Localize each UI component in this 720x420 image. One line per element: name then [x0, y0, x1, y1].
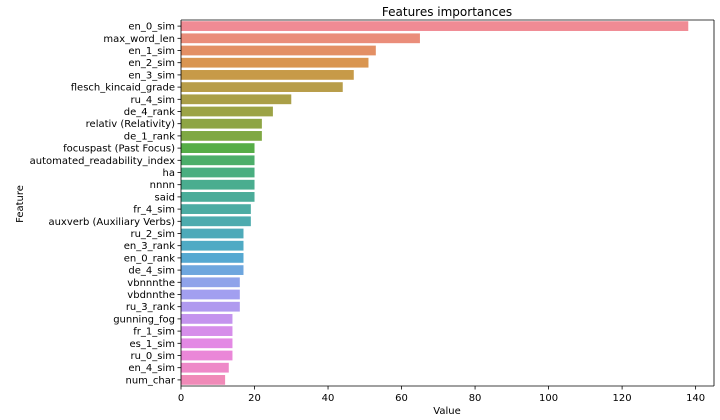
x-tick-label-0: 0	[178, 393, 184, 404]
y-tick-label-16: auxverb (Auxiliary Verbs)	[48, 217, 175, 228]
bar-25	[181, 326, 233, 336]
y-tick-label-14: said	[155, 192, 175, 203]
y-tick-label-6: ru_4_sim	[130, 95, 175, 106]
bar-6	[181, 94, 292, 105]
x-tick-label-5: 100	[539, 393, 558, 404]
bar-11	[181, 155, 255, 166]
bar-24	[181, 314, 233, 324]
y-tick-label-28: en_4_sim	[128, 363, 175, 374]
bar-1	[181, 33, 420, 44]
y-tick-label-0: en_0_sim	[128, 22, 175, 33]
bar-19	[181, 253, 244, 263]
y-tick-label-18: en_3_rank	[124, 241, 175, 252]
bar-21	[181, 277, 240, 288]
bar-12	[181, 167, 255, 178]
bar-9	[181, 131, 262, 141]
bar-20	[181, 265, 244, 275]
y-tick-label-24: gunning_fog	[113, 314, 175, 325]
bar-14	[181, 192, 255, 202]
y-tick-label-23: ru_3_rank	[126, 302, 175, 313]
x-axis-label: Value	[433, 406, 460, 417]
bar-27	[181, 350, 233, 361]
bar-2	[181, 45, 376, 56]
bar-26	[181, 338, 233, 349]
bar-17	[181, 228, 244, 239]
y-tick-label-4: en_3_sim	[128, 70, 175, 81]
y-tick-label-27: ru_0_sim	[130, 351, 175, 362]
y-tick-label-5: flesch_kincaid_grade	[71, 83, 175, 94]
bars-group	[181, 21, 689, 385]
y-tick-label-20: de_4_sim	[128, 266, 175, 277]
y-tick-label-10: focuspast (Past Focus)	[63, 144, 175, 155]
x-tick-label-3: 60	[395, 393, 408, 404]
y-tick-label-2: en_1_sim	[128, 46, 175, 57]
x-tick-label-2: 40	[322, 393, 335, 404]
y-tick-label-13: nnnn	[150, 180, 175, 191]
bar-28	[181, 362, 229, 373]
x-tick-label-1: 20	[248, 393, 261, 404]
y-axis-label: Feature	[15, 185, 26, 223]
y-tick-label-19: en_0_rank	[124, 253, 175, 264]
bar-0	[181, 21, 689, 31]
x-ticks: 0 20 40 60 80 100 120 140	[178, 386, 705, 404]
x-tick-label-4: 80	[469, 393, 482, 404]
y-tick-label-11: automated_readability_index	[30, 156, 175, 167]
bar-10	[181, 143, 255, 153]
bar-22	[181, 289, 240, 300]
bar-18	[181, 240, 244, 251]
y-tick-label-26: es_1_sim	[130, 339, 175, 350]
bar-4	[181, 70, 354, 80]
y-tick-label-22: vbdnnthe	[127, 290, 175, 301]
y-tick-label-7: de_4_rank	[124, 107, 175, 118]
y-tick-label-15: fr_4_sim	[133, 205, 175, 216]
y-tick-label-8: relativ (Relativity)	[86, 119, 175, 130]
bar-16	[181, 216, 251, 227]
y-tick-label-17: ru_2_sim	[130, 229, 175, 240]
bar-29	[181, 375, 226, 385]
bar-3	[181, 57, 369, 68]
y-tick-label-3: en_2_sim	[128, 58, 175, 69]
bar-15	[181, 204, 251, 214]
bar-13	[181, 179, 255, 190]
bar-23	[181, 301, 240, 312]
y-tick-label-9: de_1_rank	[124, 131, 175, 142]
bar-8	[181, 118, 262, 129]
chart-title: Features importances	[382, 5, 512, 19]
y-tick-label-12: ha	[163, 168, 175, 179]
y-tick-label-21: vbnnnthe	[127, 278, 175, 289]
y-tick-label-25: fr_1_sim	[133, 327, 175, 338]
bar-5	[181, 82, 343, 92]
y-tick-labels: en_0_simmax_word_lenen_1_simen_2_simen_3…	[30, 22, 181, 386]
y-tick-label-1: max_word_len	[103, 34, 175, 45]
x-tick-label-6: 120	[613, 393, 632, 404]
y-tick-label-29: num_char	[126, 375, 176, 386]
bar-7	[181, 106, 273, 117]
x-tick-label-7: 140	[686, 393, 705, 404]
